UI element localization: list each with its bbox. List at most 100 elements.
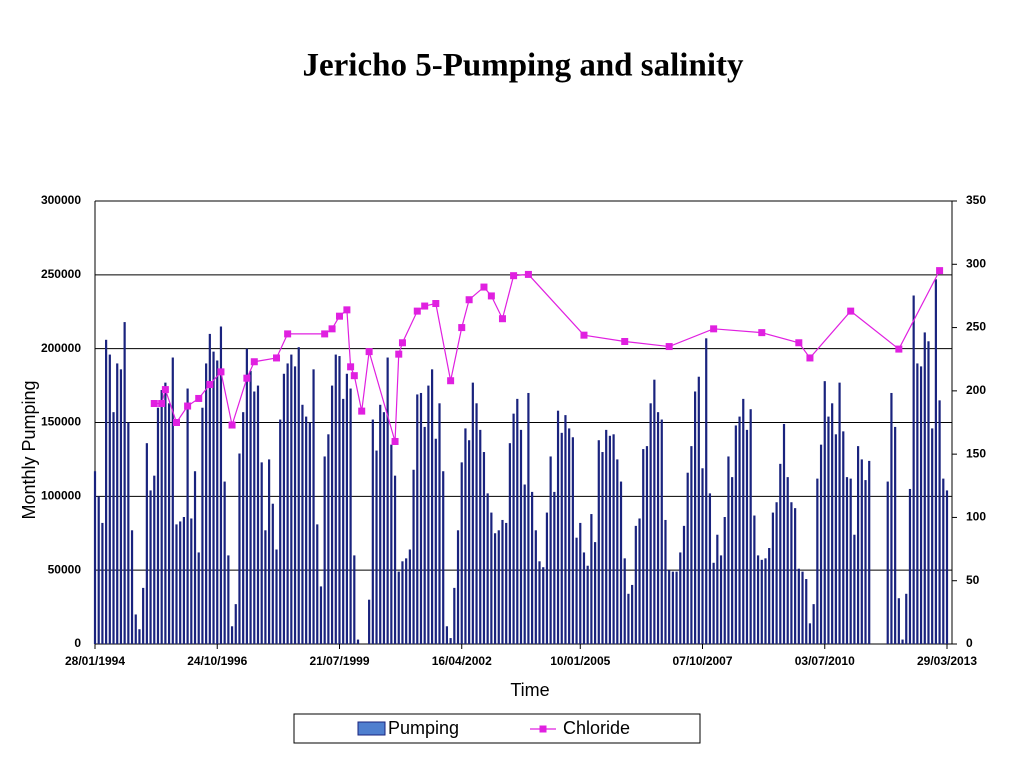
chloride-marker <box>391 437 399 445</box>
chloride-marker <box>795 339 803 347</box>
chloride-marker <box>432 300 440 308</box>
bar <box>760 559 763 644</box>
bar <box>712 562 715 644</box>
y-axis-label: Monthly Pumping <box>19 380 39 519</box>
bar <box>116 363 119 644</box>
bar <box>923 332 926 644</box>
chloride-marker <box>365 348 373 356</box>
bar <box>271 503 274 644</box>
bar <box>719 555 723 644</box>
bar <box>138 629 141 644</box>
bar <box>349 388 352 644</box>
bar <box>912 295 915 644</box>
chloride-marker <box>395 350 403 358</box>
chloride-marker <box>524 270 532 278</box>
bar <box>686 472 689 644</box>
bar <box>438 403 441 644</box>
chloride-marker <box>206 381 214 389</box>
y-tick-label: 100000 <box>41 489 81 503</box>
bar <box>427 385 430 644</box>
bar <box>764 558 767 644</box>
bar <box>242 412 245 644</box>
bar <box>275 549 278 644</box>
bar <box>723 517 726 644</box>
bar <box>568 428 571 644</box>
bar <box>942 478 945 644</box>
bar <box>845 477 849 644</box>
bar <box>705 338 708 644</box>
bar <box>590 514 593 644</box>
chloride-marker <box>184 402 192 410</box>
bar <box>312 369 315 644</box>
bar <box>167 403 171 644</box>
bar <box>668 570 671 644</box>
chloride-marker <box>398 339 406 347</box>
bar <box>201 407 204 644</box>
bar <box>742 398 745 644</box>
bar <box>471 382 474 644</box>
bar <box>260 462 263 644</box>
bar <box>775 502 778 644</box>
bar <box>186 388 189 644</box>
chloride-marker <box>350 372 358 380</box>
bar <box>790 502 793 644</box>
bar <box>368 599 371 644</box>
bar <box>931 428 934 644</box>
y-tick-label: 0 <box>74 636 81 650</box>
bar <box>338 356 341 644</box>
bar <box>642 449 645 644</box>
bar <box>160 390 163 644</box>
bar <box>219 326 223 644</box>
bar <box>808 623 812 644</box>
bar <box>853 534 856 644</box>
bar <box>690 446 693 644</box>
bar <box>134 614 137 644</box>
chloride-marker <box>347 363 355 371</box>
chloride-marker <box>580 331 588 339</box>
bar <box>697 376 700 644</box>
legend-box <box>293 713 701 744</box>
bar <box>616 459 619 644</box>
bar <box>423 426 426 644</box>
bar <box>164 382 167 644</box>
bar <box>916 363 919 644</box>
bar <box>445 626 449 644</box>
bar <box>479 429 482 644</box>
bar <box>468 440 471 644</box>
bar <box>375 450 378 644</box>
bar <box>297 347 300 644</box>
chloride-marker <box>847 307 855 315</box>
bar <box>412 469 415 644</box>
bar <box>519 429 523 644</box>
chloride-line <box>154 270 941 442</box>
bar <box>408 549 411 644</box>
bar <box>819 444 823 644</box>
bar <box>419 392 423 644</box>
bar <box>771 512 774 644</box>
bar <box>142 587 145 644</box>
bar <box>534 530 537 644</box>
x-tick-label: 16/04/2002 <box>432 654 492 668</box>
bar <box>886 481 889 644</box>
chloride-marker <box>458 324 466 332</box>
bar <box>101 522 104 644</box>
chart-title: Jericho 5-Pumping and salinity <box>303 48 744 84</box>
bar <box>334 354 337 644</box>
bar <box>927 341 930 644</box>
chloride-marker <box>243 374 251 382</box>
bar <box>856 446 860 644</box>
bar <box>179 521 182 644</box>
chloride-marker <box>358 407 366 415</box>
chloride-marker <box>806 354 814 362</box>
bar <box>108 354 111 644</box>
bar <box>290 354 293 644</box>
bar <box>227 555 230 644</box>
bar <box>864 480 867 644</box>
bar <box>575 537 578 644</box>
bar <box>493 533 497 644</box>
bar <box>353 555 356 644</box>
bar <box>397 571 400 644</box>
bar <box>512 413 515 644</box>
chloride-marker <box>195 394 203 402</box>
bar <box>253 391 256 644</box>
